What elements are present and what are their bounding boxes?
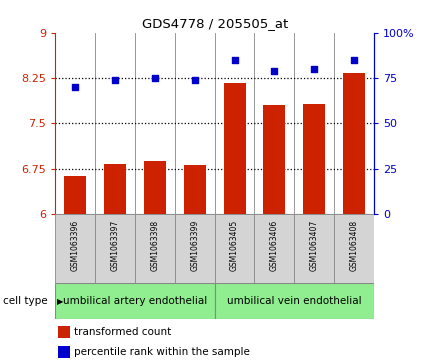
Point: [271, 68, 278, 74]
Text: percentile rank within the sample: percentile rank within the sample: [74, 347, 250, 357]
Bar: [215, 214, 255, 283]
Bar: [55, 214, 95, 283]
Bar: [294, 214, 334, 283]
Text: umbilical vein endothelial: umbilical vein endothelial: [227, 296, 362, 306]
Bar: [144, 161, 166, 214]
Text: transformed count: transformed count: [74, 327, 172, 337]
Text: GSM1063406: GSM1063406: [270, 220, 279, 271]
Text: GSM1063408: GSM1063408: [350, 220, 359, 271]
Text: GSM1063399: GSM1063399: [190, 220, 199, 271]
Text: GSM1063405: GSM1063405: [230, 220, 239, 271]
Bar: [95, 214, 135, 283]
Text: cell type: cell type: [3, 296, 51, 306]
Bar: [224, 83, 246, 214]
Bar: [64, 176, 86, 214]
Text: GSM1063407: GSM1063407: [310, 220, 319, 271]
Bar: [135, 214, 175, 283]
Bar: [55, 283, 215, 319]
Title: GDS4778 / 205505_at: GDS4778 / 205505_at: [142, 17, 288, 30]
Bar: [58, 346, 70, 358]
Text: GSM1063396: GSM1063396: [71, 220, 79, 271]
Point: [112, 77, 119, 83]
Bar: [58, 326, 70, 338]
Bar: [184, 164, 206, 214]
Bar: [104, 164, 126, 214]
Point: [72, 84, 79, 90]
Text: umbilical artery endothelial: umbilical artery endothelial: [63, 296, 207, 306]
Point: [351, 57, 357, 63]
Point: [231, 57, 238, 63]
Bar: [175, 214, 215, 283]
Bar: [334, 214, 374, 283]
Text: GSM1063398: GSM1063398: [150, 220, 159, 271]
Point: [151, 75, 158, 81]
Bar: [215, 283, 374, 319]
Bar: [303, 104, 325, 214]
Bar: [264, 105, 285, 214]
Bar: [343, 73, 365, 214]
Bar: [255, 214, 294, 283]
Text: ▶: ▶: [57, 297, 64, 306]
Text: GSM1063397: GSM1063397: [110, 220, 119, 271]
Point: [311, 66, 317, 72]
Point: [191, 77, 198, 83]
